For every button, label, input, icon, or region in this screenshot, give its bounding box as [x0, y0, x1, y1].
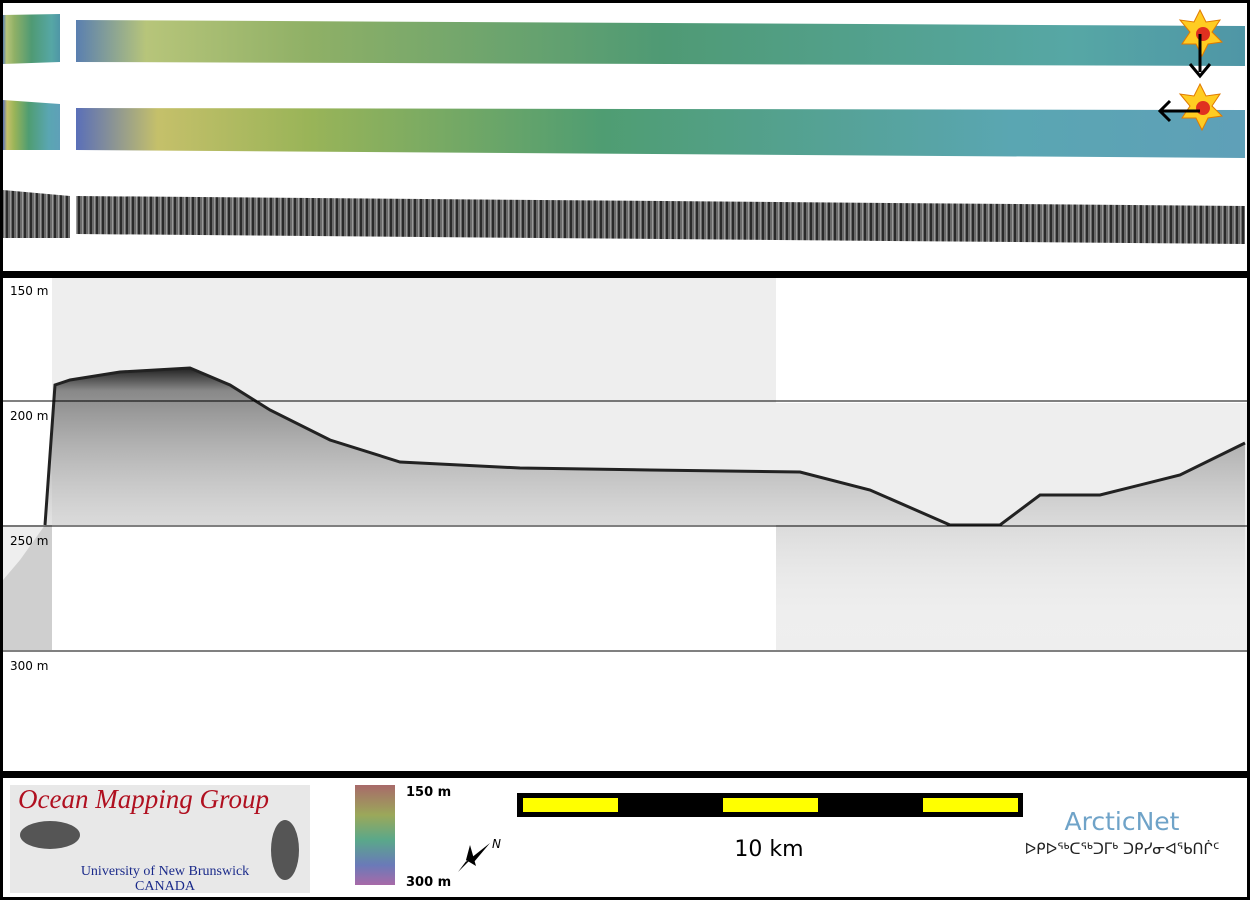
logo-country: CANADA	[135, 879, 196, 894]
depth-label: 250 m	[10, 534, 48, 548]
seabed-line	[43, 366, 1246, 527]
scale-label: 10 km	[734, 837, 803, 862]
direction-markers	[1157, 8, 1224, 132]
seabed-echo	[45, 368, 1245, 650]
logo-university: University of New Brunswick	[81, 864, 249, 879]
scale-bar	[517, 793, 1023, 817]
depth-label: 300 m	[10, 659, 48, 673]
seabed-echo	[3, 525, 52, 650]
colorbar-label: 300 m	[406, 875, 451, 890]
north-label: N	[492, 837, 501, 851]
logo-graphic	[20, 821, 80, 849]
north-arrow	[458, 843, 490, 872]
swath-bathymetry	[3, 14, 60, 64]
colorbar-label: 150 m	[406, 785, 451, 800]
swath-backscatter	[76, 196, 1245, 244]
depth-label: 150 m	[10, 284, 48, 298]
swath-bathymetry	[76, 108, 1245, 158]
partner-name: ArcticNet	[1065, 807, 1180, 836]
logo-graphic	[271, 820, 299, 880]
swath-bathymetry	[76, 20, 1245, 66]
logo-title: Ocean Mapping Group	[18, 784, 269, 814]
depth-label: 200 m	[10, 409, 48, 423]
swath-bathymetry	[3, 100, 60, 150]
depth-lines	[3, 400, 1247, 652]
swath-backscatter	[3, 190, 70, 238]
colorbar	[355, 785, 395, 885]
partner-syllabics: ᐅᑭᐅᖅᑕᖅᑐᒥᒃ ᑐᑭᓯᓂᐊᖃᑎᒌᑦ	[1025, 840, 1220, 858]
